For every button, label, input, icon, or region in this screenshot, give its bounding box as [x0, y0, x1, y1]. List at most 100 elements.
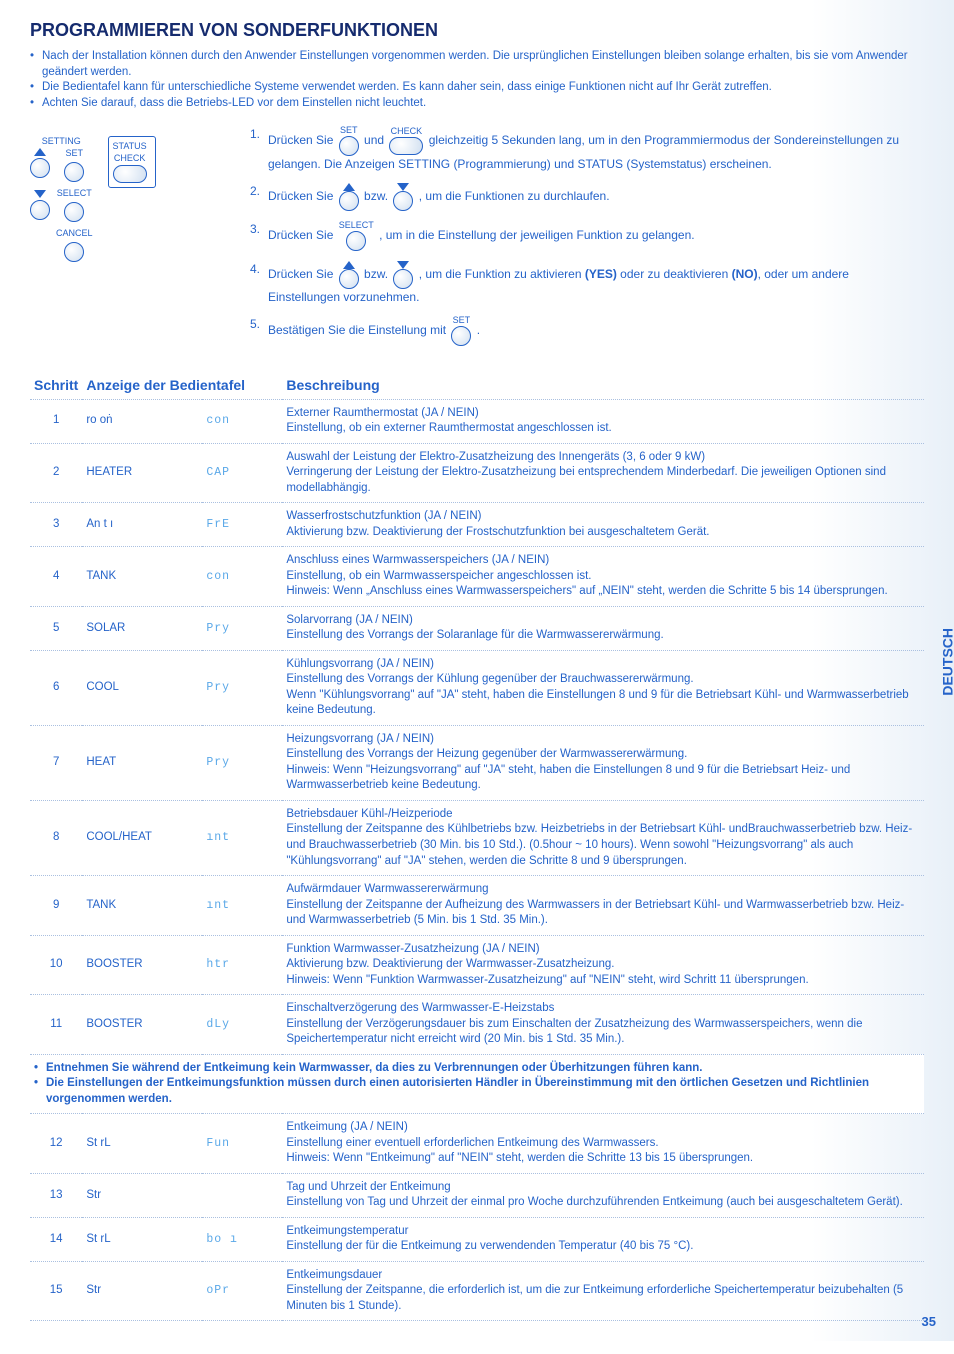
step-number: 7	[30, 725, 82, 800]
display-2: bo ı	[202, 1217, 282, 1261]
down-icon	[397, 183, 409, 191]
intro-item: Nach der Installation können durch den A…	[30, 49, 924, 80]
step-2: 2. Drücken Sie bzw. , um die Funktionen …	[250, 183, 924, 211]
step-3: 3. Drücken Sie SELECT , um in die Einste…	[250, 221, 924, 251]
instruction-steps: 1. Drücken Sie SET und CHECK gleichzeiti…	[250, 126, 924, 356]
display-1: Str	[82, 1261, 202, 1321]
table-row: 14St rLbo ıEntkeimungstemperaturEinstell…	[30, 1217, 924, 1261]
header-besch: Beschreibung	[282, 371, 924, 400]
display-2: htr	[202, 935, 282, 995]
step-4: 4. Drücken Sie bzw. , um die Funktion zu…	[250, 261, 924, 306]
table-row: 2HEATERCAPAuswahl der Leistung der Elekt…	[30, 443, 924, 503]
display-2: ınt	[202, 876, 282, 936]
set-icon	[339, 136, 359, 156]
warning-item: Die Einstellungen der Entkeimungsfunktio…	[34, 1076, 920, 1107]
display-1: COOL/HEAT	[82, 800, 202, 875]
table-row: 7HEATPryHeizungsvorrang (JA / NEIN)Einst…	[30, 725, 924, 800]
display-2	[202, 1173, 282, 1217]
display-1: St rL	[82, 1217, 202, 1261]
step-number: 15	[30, 1261, 82, 1321]
page-number: 35	[922, 1314, 936, 1329]
functions-table: Schritt Anzeige der Bedientafel Beschrei…	[30, 371, 924, 1322]
check-label: CHECK	[114, 153, 146, 163]
display-1: St rL	[82, 1114, 202, 1174]
step-number: 11	[30, 995, 82, 1055]
table-row: 8COOL/HEATıntBetriebsdauer Kühl-/Heizper…	[30, 800, 924, 875]
language-label: DEUTSCH	[940, 628, 954, 696]
set-button[interactable]	[64, 162, 84, 182]
header-anzeige: Anzeige der Bedientafel	[82, 371, 282, 400]
table-row: 6COOLPryKühlungsvorrang (JA / NEIN)Einst…	[30, 650, 924, 725]
display-2: con	[202, 547, 282, 607]
display-2: CAP	[202, 443, 282, 503]
description: Betriebsdauer Kühl-/HeizperiodeEinstellu…	[282, 800, 924, 875]
table-row: 12St rLFunEntkeimung (JA / NEIN)Einstell…	[30, 1114, 924, 1174]
display-1: ro oṅ	[82, 399, 202, 443]
step-1: 1. Drücken Sie SET und CHECK gleichzeiti…	[250, 126, 924, 173]
table-row: 10BOOSTERhtrFunktion Warmwasser-Zusatzhe…	[30, 935, 924, 995]
step-number: 13	[30, 1173, 82, 1217]
table-row: 4TANKconAnschluss eines Warmwasserspeich…	[30, 547, 924, 607]
step-number: 6	[30, 650, 82, 725]
description: EntkeimungsdauerEinstellung der Zeitspan…	[282, 1261, 924, 1321]
page-title: PROGRAMMIEREN VON SONDERFUNKTIONEN	[30, 20, 924, 41]
display-2: FrE	[202, 503, 282, 547]
display-2: dLy	[202, 995, 282, 1055]
check-icon	[389, 137, 423, 155]
cancel-button[interactable]	[64, 242, 84, 262]
description: Anschluss eines Warmwasserspeichers (JA …	[282, 547, 924, 607]
select-icon	[346, 231, 366, 251]
description: Heizungsvorrang (JA / NEIN)Einstellung d…	[282, 725, 924, 800]
description: Kühlungsvorrang (JA / NEIN)Einstellung d…	[282, 650, 924, 725]
check-button[interactable]	[113, 165, 147, 183]
description: Aufwärmdauer WarmwassererwärmungEinstell…	[282, 876, 924, 936]
step-number: 10	[30, 935, 82, 995]
header-schritt: Schritt	[30, 371, 82, 400]
set-label: SET	[66, 148, 84, 158]
display-2: Pry	[202, 650, 282, 725]
description: Auswahl der Leistung der Elektro-Zusatzh…	[282, 443, 924, 503]
display-1: SOLAR	[82, 606, 202, 650]
select-label: SELECT	[57, 188, 92, 198]
description: Einschaltverzögerung des Warmwasser-E-He…	[282, 995, 924, 1055]
display-1: HEAT	[82, 725, 202, 800]
display-2: ınt	[202, 800, 282, 875]
step-number: 9	[30, 876, 82, 936]
table-row: 11BOOSTERdLyEinschaltverzögerung des War…	[30, 995, 924, 1055]
status-box: STATUS CHECK	[108, 136, 156, 188]
display-1: BOOSTER	[82, 995, 202, 1055]
step-number: 14	[30, 1217, 82, 1261]
status-label: STATUS	[113, 141, 147, 151]
description: Funktion Warmwasser-Zusatzheizung (JA / …	[282, 935, 924, 995]
panel-diagram: SETTING SET SELECT	[30, 126, 230, 356]
description: Solarvorrang (JA / NEIN)Einstellung des …	[282, 606, 924, 650]
description: EntkeimungstemperaturEinstellung der für…	[282, 1217, 924, 1261]
warning-block: Entnehmen Sie während der Entkeimung kei…	[30, 1054, 924, 1114]
display-2: Pry	[202, 725, 282, 800]
display-1: HEATER	[82, 443, 202, 503]
display-1: BOOSTER	[82, 935, 202, 995]
intro-list: Nach der Installation können durch den A…	[30, 49, 924, 111]
select-button[interactable]	[64, 202, 84, 222]
cancel-label: CANCEL	[56, 228, 93, 238]
display-2: con	[202, 399, 282, 443]
display-2: Fun	[202, 1114, 282, 1174]
warning-item: Entnehmen Sie während der Entkeimung kei…	[34, 1061, 920, 1077]
intro-item: Die Bedientafel kann für unterschiedlich…	[30, 80, 924, 96]
table-row: 1ro oṅconExterner Raumthermostat (JA / N…	[30, 399, 924, 443]
table-row: 15StroPrEntkeimungsdauerEinstellung der …	[30, 1261, 924, 1321]
step-number: 8	[30, 800, 82, 875]
step-5: 5. Bestätigen Sie die Einstellung mit SE…	[250, 316, 924, 346]
display-2: oPr	[202, 1261, 282, 1321]
step-number: 4	[30, 547, 82, 607]
set-icon	[451, 326, 471, 346]
step-number: 12	[30, 1114, 82, 1174]
display-2: Pry	[202, 606, 282, 650]
down-button[interactable]	[30, 200, 50, 220]
up-icon	[343, 183, 355, 191]
up-button[interactable]	[30, 158, 50, 178]
display-1: TANK	[82, 876, 202, 936]
display-1: An t ı	[82, 503, 202, 547]
table-row: 5SOLARPrySolarvorrang (JA / NEIN)Einstel…	[30, 606, 924, 650]
setting-label: SETTING	[42, 136, 81, 146]
